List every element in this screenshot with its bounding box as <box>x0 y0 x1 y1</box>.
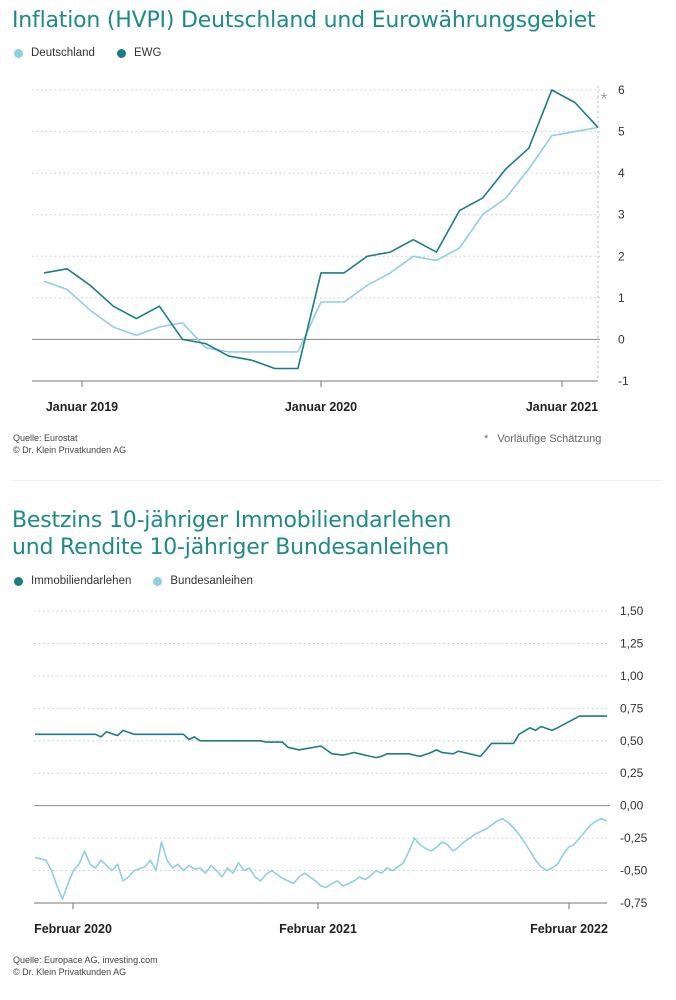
footnote-text: Vorläufige Schätzung <box>497 433 602 445</box>
series-line-0 <box>35 715 607 759</box>
y-tick-label: -0,50 <box>620 864 648 878</box>
y-tick-label: -0,25 <box>620 831 648 845</box>
chart-title: Inflation (HVPI) Deutschland und Eurowäh… <box>12 8 596 33</box>
series-line-1 <box>43 89 599 370</box>
legend-swatch <box>14 576 23 586</box>
x-tick-label: Februar 2020 <box>34 922 112 936</box>
legend-label: Deutschland <box>31 47 95 59</box>
legend-item-immobiliendarlehen: Immobiliendarlehen <box>14 575 131 587</box>
source-block: Quelle: Eurostat © Dr. Klein Privatkunde… <box>13 432 126 456</box>
x-tick-label: Januar 2021 <box>526 400 598 414</box>
legend-item-ewg: EWG <box>116 47 162 59</box>
chart-legend: Deutschland EWG <box>14 47 161 59</box>
chart-title-line-1: Bestzins 10-jähriger Immobiliendarlehen <box>12 508 452 533</box>
copyright-text: © Dr. Klein Privatkunden AG <box>13 445 127 455</box>
chart-legend: Immobiliendarlehen Bundesanleihen <box>14 575 253 587</box>
legend-swatch <box>116 48 126 58</box>
x-tick-label: Januar 2019 <box>46 400 118 414</box>
legend-label: Immobiliendarlehen <box>31 575 132 587</box>
x-tick-label: Februar 2022 <box>530 922 608 936</box>
y-tick-label: 6 <box>618 83 625 97</box>
y-tick-label: 0,75 <box>620 701 644 715</box>
legend-label: Bundesanleihen <box>170 575 253 587</box>
copyright-text: © Dr. Klein Privatkunden AG <box>13 967 127 977</box>
y-tick-label: 0,25 <box>620 766 644 780</box>
legend-label: EWG <box>133 47 162 59</box>
y-tick-label: 2 <box>618 249 625 263</box>
inflation-chart-panel: Inflation (HVPI) Deutschland und Eurowäh… <box>0 0 676 480</box>
chart-title-line-2: und Rendite 10-jähriger Bundesanleihen <box>12 535 449 560</box>
source-block: Quelle: Europace AG, investing.com © Dr.… <box>13 954 158 978</box>
y-tick-label: 4 <box>618 166 625 180</box>
series-line-1 <box>34 817 608 900</box>
y-tick-label: -0,75 <box>620 896 648 910</box>
y-tick-label: 0 <box>618 332 625 346</box>
y-tick-label: 0,00 <box>620 799 644 813</box>
inflation-chart-svg: * 6 5 4 3 2 1 0 -1 Januar 2019 Januar 2020 Januar … <box>32 83 629 414</box>
y-tick-label: 1,50 <box>620 604 644 618</box>
footnote-star: * <box>484 433 489 445</box>
y-tick-label: 0,50 <box>620 734 644 748</box>
legend-swatch <box>153 576 163 586</box>
footnote: * Vorläufige Schätzung <box>484 433 601 445</box>
estimate-star-marker: * <box>601 91 607 108</box>
source-text: Quelle: Eurostat <box>13 433 78 443</box>
y-tick-label: -1 <box>618 374 629 388</box>
legend-item-deutschland: Deutschland <box>14 47 95 59</box>
legend-item-bundesanleihen: Bundesanleihen <box>153 575 253 587</box>
series-line-0 <box>43 126 599 353</box>
y-tick-label: 1 <box>618 291 625 305</box>
y-tick-label: 5 <box>618 125 625 139</box>
y-tick-label: 1,00 <box>620 669 644 683</box>
y-tick-label: 3 <box>618 208 625 222</box>
legend-swatch <box>14 48 23 58</box>
x-tick-label: Februar 2021 <box>279 922 357 936</box>
y-tick-label: 1,25 <box>620 636 644 650</box>
section-divider <box>12 480 662 481</box>
source-text: Quelle: Europace AG, investing.com <box>13 955 158 965</box>
x-tick-label: Januar 2020 <box>285 400 357 414</box>
